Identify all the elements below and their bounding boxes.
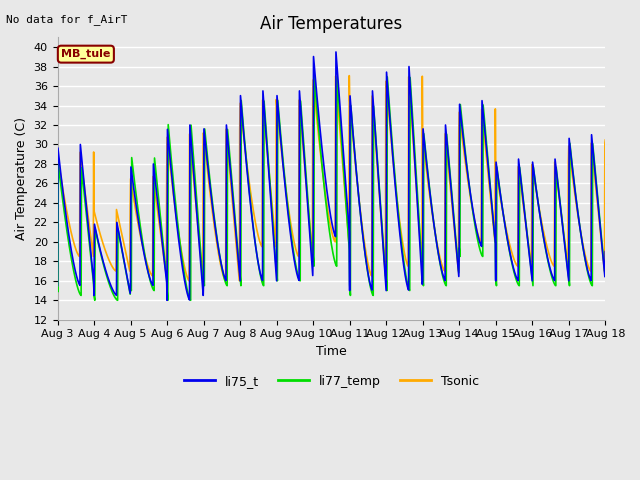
- Tsonic: [506, 244, 514, 250]
- Tsonic: [175, 230, 182, 236]
- li75_t: [163, 298, 171, 303]
- Line: li75_t: li75_t: [58, 52, 605, 300]
- Tsonic: [416, 236, 424, 242]
- Tsonic: [269, 210, 276, 216]
- Text: No data for f_AirT: No data for f_AirT: [6, 14, 128, 25]
- li77_temp: [54, 285, 61, 291]
- Tsonic: [282, 188, 290, 194]
- Tsonic: [186, 278, 193, 284]
- li77_temp: [506, 252, 514, 258]
- Y-axis label: Air Temperature (C): Air Temperature (C): [15, 117, 28, 240]
- li75_t: [54, 283, 61, 288]
- li77_temp: [114, 298, 122, 303]
- Line: li77_temp: li77_temp: [58, 76, 605, 300]
- Tsonic: [602, 137, 609, 143]
- li75_t: [332, 49, 340, 55]
- Line: Tsonic: Tsonic: [58, 76, 605, 281]
- Tsonic: [54, 152, 61, 157]
- Tsonic: [554, 180, 561, 186]
- li75_t: [175, 239, 182, 244]
- li77_temp: [602, 261, 609, 267]
- Tsonic: [346, 73, 353, 79]
- Legend: li75_t, li77_temp, Tsonic: li75_t, li77_temp, Tsonic: [179, 370, 484, 393]
- Text: MB_tule: MB_tule: [61, 49, 111, 60]
- li77_temp: [554, 175, 561, 180]
- li77_temp: [416, 233, 424, 239]
- li75_t: [282, 193, 290, 199]
- li77_temp: [269, 219, 276, 225]
- li75_t: [602, 249, 609, 254]
- li75_t: [506, 251, 514, 257]
- li77_temp: [310, 73, 318, 79]
- Title: Air Temperatures: Air Temperatures: [260, 15, 403, 33]
- li77_temp: [175, 230, 182, 236]
- li77_temp: [282, 188, 290, 194]
- li75_t: [269, 225, 276, 231]
- li75_t: [554, 177, 561, 182]
- li75_t: [416, 244, 424, 250]
- X-axis label: Time: Time: [316, 345, 347, 358]
